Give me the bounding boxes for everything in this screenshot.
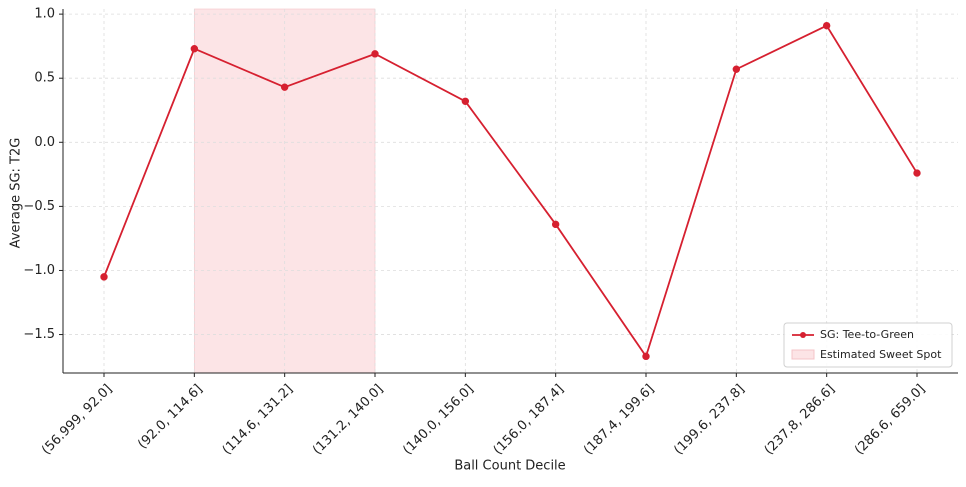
point bbox=[371, 50, 379, 58]
y-tick-label: 0.5 bbox=[34, 71, 55, 86]
x-tick-label: (131.2, 140.0] bbox=[310, 382, 386, 458]
point bbox=[913, 169, 921, 177]
y-tick-label: −0.5 bbox=[23, 199, 55, 214]
y-tick-label: 1.0 bbox=[34, 7, 55, 22]
point bbox=[822, 21, 831, 30]
y-tick-label: −1.5 bbox=[23, 327, 55, 342]
y-tick-label: 0.0 bbox=[34, 135, 55, 150]
series-line bbox=[103, 24, 918, 359]
point bbox=[642, 352, 650, 361]
x-tick-label: (286.6, 659.0] bbox=[852, 382, 928, 458]
y-axis-label: Average SG: T2G bbox=[9, 138, 24, 249]
x-tick-label: (114.6, 131.2] bbox=[220, 382, 296, 458]
x-tick-label: (140.0, 156.0] bbox=[400, 382, 476, 458]
x-tick-label: (156.0, 187.4] bbox=[491, 382, 567, 458]
legend-box bbox=[783, 322, 953, 368]
x-tick-label: (199.6, 237.8] bbox=[671, 382, 747, 458]
x-tick-label: (56.999, 92.0] bbox=[39, 382, 115, 458]
x-axis-label: Ball Count Decile bbox=[454, 459, 565, 474]
x-tick-label: (187.4, 199.6] bbox=[581, 382, 657, 458]
point bbox=[190, 45, 199, 53]
point bbox=[461, 97, 470, 105]
x-tick-label: (92.0, 114.6] bbox=[135, 382, 205, 452]
y-tick-label: −1.0 bbox=[23, 263, 55, 278]
point bbox=[551, 220, 560, 229]
legend-marker bbox=[800, 332, 806, 338]
legend-swatch bbox=[791, 349, 815, 360]
legend-label: Estimated Sweet Spot bbox=[820, 348, 942, 361]
point bbox=[280, 83, 289, 91]
point bbox=[732, 65, 741, 73]
legend-label: SG: Tee-to-Green bbox=[820, 328, 914, 341]
point bbox=[100, 273, 108, 281]
x-tick-label: (237.8, 286.6] bbox=[762, 382, 838, 458]
